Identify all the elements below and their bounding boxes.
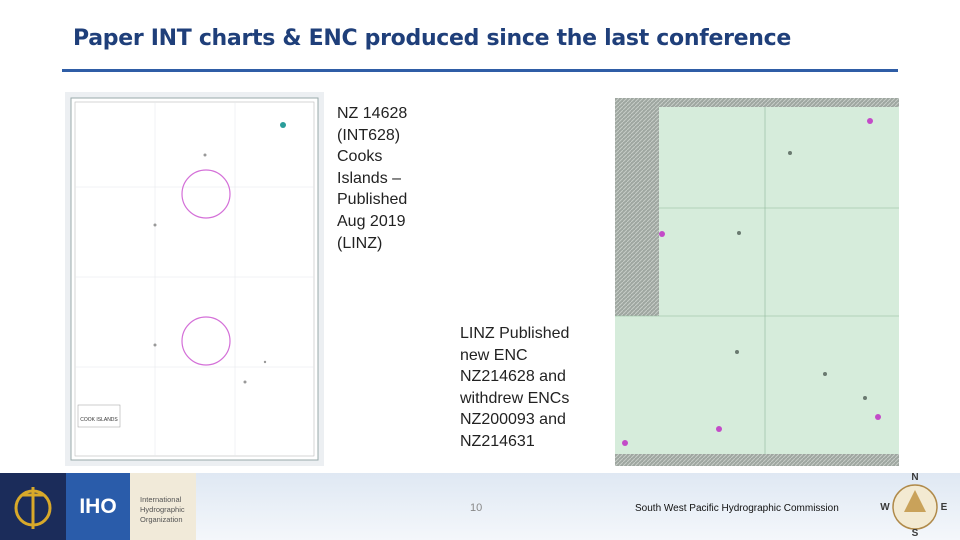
caption-line: NZ 14628 xyxy=(337,105,408,122)
caption-line: NZ214628 and xyxy=(460,368,566,386)
compass-letter: W xyxy=(880,502,890,513)
caption-line: Published xyxy=(337,191,408,209)
iho-name-line: Organization xyxy=(140,515,183,524)
caption-line: NZ214631 xyxy=(460,432,535,450)
compass-letter: N xyxy=(911,472,918,483)
enc-image xyxy=(615,98,899,466)
caption-line: (INT628) xyxy=(337,126,401,144)
commission-name: South West Pacific Hydrographic Commissi… xyxy=(635,503,839,514)
caption: LINZ Published new ENC NZ214628 and withdre… xyxy=(460,323,569,453)
caption: NZ 14628 (INT628) Cooks Islands – Published A… xyxy=(337,103,407,254)
caption-line: Islands – xyxy=(337,169,402,187)
iho-emblem xyxy=(0,473,66,540)
caption-line: (LINZ) xyxy=(337,234,383,252)
title-rule xyxy=(62,69,898,72)
iho-name-line: Hydrographic xyxy=(140,505,185,514)
caption-line: withdrew ENCs xyxy=(460,389,570,407)
page-number: 10 xyxy=(470,502,483,514)
paper-chart-image: COOK ISLANDS xyxy=(65,92,324,466)
compass-letter: E xyxy=(941,502,948,513)
commission-logo: N E S W xyxy=(880,472,948,539)
caption-line: Cooks xyxy=(337,148,383,166)
iho-abbr: IHO xyxy=(66,473,130,540)
caption-line: Aug 2019 xyxy=(337,212,406,230)
caption-line: LINZ Published xyxy=(460,325,570,342)
slide-title: Paper INT charts & ENC produced since th… xyxy=(73,26,792,51)
caption-line: new ENC xyxy=(460,346,528,364)
compass-letter: S xyxy=(912,528,919,539)
caption-line: NZ200093 and xyxy=(460,411,566,429)
iho-name: International Hydrographic Organization xyxy=(130,473,196,540)
iho-name-line: International xyxy=(140,495,182,504)
chart-label: COOK ISLANDS xyxy=(80,417,118,423)
